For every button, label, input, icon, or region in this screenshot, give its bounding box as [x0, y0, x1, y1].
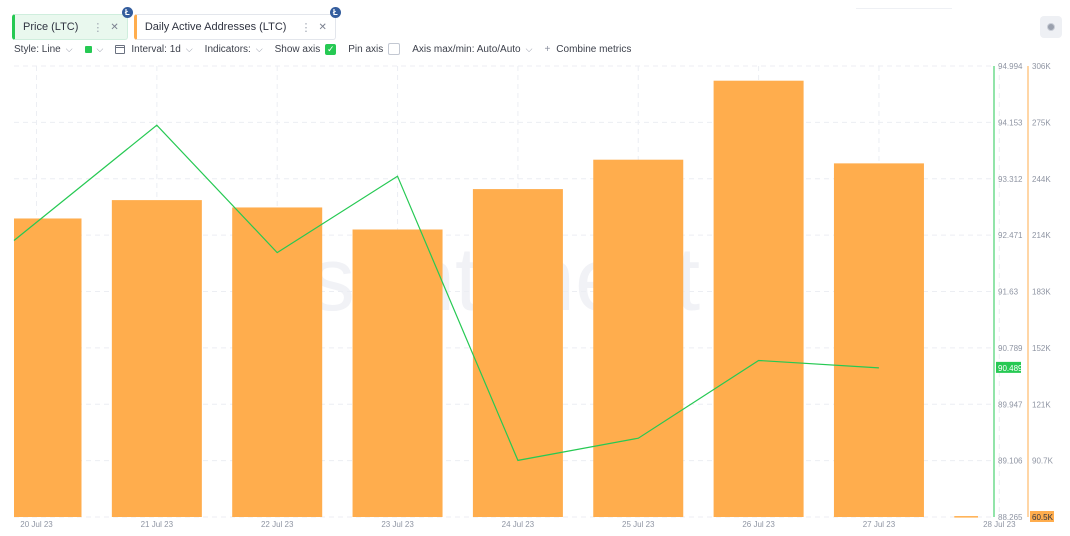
daa-bar[interactable]	[954, 516, 978, 518]
price-axis-tick-label: 88.265	[998, 513, 1023, 522]
x-axis-tick-label: 24 Jul 23	[502, 520, 535, 529]
daa-bar[interactable]	[713, 80, 804, 518]
close-icon[interactable]: ✕	[318, 21, 327, 33]
daa-bar[interactable]	[352, 229, 443, 518]
indicators-label: Indicators:	[204, 43, 251, 55]
x-axis-tick-label: 22 Jul 23	[261, 520, 294, 529]
daa-current-label: 60.5K	[1032, 513, 1054, 522]
daa-bar[interactable]	[111, 200, 202, 518]
plus-icon: +	[544, 43, 551, 55]
price-axis-tick-label: 89.947	[998, 400, 1023, 409]
style-label: Style: Line	[14, 43, 61, 55]
pin-axis-toggle[interactable]: Pin axis	[348, 43, 401, 55]
color-swatch	[84, 45, 92, 53]
daa-current-badge	[1030, 511, 1054, 522]
axis-minmax-dropdown[interactable]: Axis max/min: Auto/Auto ⌵	[412, 44, 532, 55]
axes: 94.994 94.153 93.312 92.471 91.63 90.789 89.94…	[20, 62, 1054, 529]
x-axis-tick-label: 26 Jul 23	[742, 520, 775, 529]
price-axis-tick-label: 92.471	[998, 231, 1023, 240]
price-axis-tick-label: 89.106	[998, 457, 1023, 466]
metric-tab-price-label: Price (LTC)	[23, 21, 79, 33]
daa-axis-tick-label: 121K	[1032, 400, 1051, 409]
chevron-down-icon: ⌵	[65, 43, 73, 54]
daa-axis-tick-label: 90.7K	[1032, 457, 1054, 466]
settings-icon	[1047, 23, 1055, 31]
daa-bar[interactable]	[472, 189, 563, 517]
price-axis-tick-label: 90.789	[998, 344, 1023, 353]
x-axis-tick-label: 21 Jul 23	[141, 520, 174, 529]
price-current-badge	[996, 361, 1021, 373]
settings-button[interactable]	[1040, 16, 1062, 38]
daa-axis-tick-label: 275K	[1032, 118, 1051, 127]
chevron-down-icon: ⌵	[96, 43, 104, 54]
pin-axis-label: Pin axis	[348, 43, 384, 55]
daa-axis-tick-label: 152K	[1032, 344, 1051, 353]
interval-label: Interval: 1d	[131, 43, 181, 55]
daa-axis-tick-label: 244K	[1032, 175, 1051, 184]
combine-metrics-button[interactable]: + Combine metrics	[544, 44, 631, 55]
x-axis-tick-label: 20 Jul 23	[20, 520, 53, 529]
daa-axis-tick-label: 183K	[1032, 288, 1051, 297]
x-axis-tick-label: 25 Jul 23	[622, 520, 655, 529]
checkbox-checked-icon[interactable]: ✓	[325, 43, 337, 55]
daa-axis-tick-label: 214K	[1032, 231, 1051, 240]
price-line-layer	[13, 124, 879, 462]
price-axis-tick-label: 91.63	[998, 288, 1019, 297]
price-axis-tick-label: 93.312	[998, 175, 1023, 184]
color-picker[interactable]: ⌵	[84, 43, 104, 55]
more-options-icon[interactable]: ⋮	[92, 21, 103, 34]
more-options-icon[interactable]: ⋮	[300, 21, 311, 34]
style-dropdown[interactable]: Style: Line ⌵	[14, 44, 73, 55]
metric-tabs: Price (LTC) ⋮ ✕ Ł Daily Active Addresses…	[12, 7, 341, 40]
x-axis-tick-label: 28 Jul 23	[983, 520, 1016, 529]
price-current-label: 90.489	[998, 364, 1023, 373]
litecoin-icon: Ł	[121, 7, 133, 18]
metric-tab-daily-active-addresses[interactable]: Daily Active Addresses (LTC) ⋮ ✕ Ł	[133, 7, 341, 40]
interval-dropdown[interactable]: Interval: 1d ⌵	[115, 43, 193, 55]
combine-label: Combine metrics	[556, 43, 632, 55]
daa-bar[interactable]	[14, 218, 82, 518]
show-axis-toggle[interactable]: Show axis ✓	[274, 43, 337, 55]
x-axis-tick-label: 27 Jul 23	[863, 520, 896, 529]
chart-toolbar: Style: Line ⌵ ⌵ Interval: 1d ⌵ Indicator…	[14, 43, 643, 55]
metric-tab-daa-label: Daily Active Addresses (LTC)	[144, 21, 287, 33]
daa-bar[interactable]	[593, 159, 684, 517]
axis-minmax-label: Axis max/min: Auto/Auto	[412, 43, 521, 55]
show-axis-label: Show axis	[274, 43, 321, 55]
close-icon[interactable]: ✕	[110, 21, 119, 33]
price-line[interactable]	[13, 124, 879, 462]
x-axis-tick-label: 23 Jul 23	[381, 520, 414, 529]
checkbox-unchecked-icon[interactable]	[388, 43, 401, 55]
daa-axis-tick-label: 306K	[1032, 62, 1051, 71]
calendar-icon	[115, 44, 126, 54]
indicators-dropdown[interactable]: Indicators: ⌵	[205, 44, 263, 55]
price-axis-tick-label: 94.994	[998, 62, 1023, 71]
chevron-down-icon: ⌵	[185, 43, 193, 54]
metric-tab-price[interactable]: Price (LTC) ⋮ ✕ Ł	[12, 7, 133, 40]
litecoin-icon: Ł	[329, 7, 341, 18]
chevron-down-icon: ⌵	[255, 43, 263, 54]
price-axis-tick-label: 94.153	[998, 118, 1023, 127]
chevron-down-icon: ⌵	[525, 43, 533, 54]
daa-bars	[14, 80, 978, 518]
daa-bar[interactable]	[232, 207, 323, 518]
divider	[856, 8, 952, 9]
daa-bar[interactable]	[833, 163, 924, 517]
